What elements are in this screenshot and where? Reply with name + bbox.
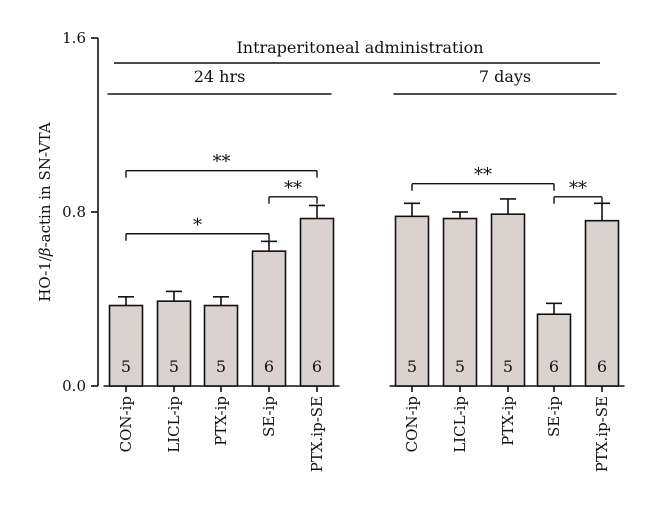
- x-tick-label: PTX-ip: [212, 396, 230, 446]
- bar-n-label: 5: [503, 357, 513, 376]
- bar: [536, 313, 572, 387]
- x-tick-label: LICL-ip: [165, 396, 183, 453]
- y-tick-label: 0.8: [62, 203, 86, 221]
- bar-n-label: 6: [549, 357, 559, 376]
- bar-n-label: 6: [264, 357, 274, 376]
- bar-n-label: 6: [312, 357, 322, 376]
- group-label: 7 days: [479, 67, 531, 86]
- bar-n-label: 5: [407, 357, 417, 376]
- x-tick-label: PTX-ip: [499, 396, 517, 446]
- bar-n-label: 5: [216, 357, 226, 376]
- sig-label: **: [474, 165, 492, 186]
- bar-n-label: 5: [169, 357, 179, 376]
- bar-n-label: 6: [597, 357, 607, 376]
- x-tick-label: CON-ip: [117, 396, 135, 452]
- x-tick-label: SE-ip: [545, 396, 563, 437]
- top-label: Intraperitoneal administration: [236, 38, 483, 57]
- bar-n-label: 5: [121, 357, 131, 376]
- x-tick-label: CON-ip: [403, 396, 421, 452]
- sig-label: *: [193, 215, 202, 236]
- bar: [299, 217, 335, 387]
- bar-n-label: 5: [455, 357, 465, 376]
- x-tick-label: LICL-ip: [451, 396, 469, 453]
- bar: [203, 304, 239, 387]
- x-tick-label: SE-ip: [260, 396, 278, 437]
- sig-label: **: [284, 178, 302, 199]
- sig-label: **: [569, 178, 587, 199]
- chart-marks: 0.0 0.8 1.6 Intraperitoneal administration 2…: [62, 29, 625, 472]
- y-tick-label: 0.0: [62, 377, 86, 395]
- x-tick-label: PTX.ip-SE: [593, 396, 611, 472]
- group-label: 24 hrs: [194, 67, 246, 86]
- bar: [442, 217, 478, 387]
- bar: [251, 250, 287, 387]
- y-axis-label: HO-1/β-actin in SN-VTA: [36, 122, 54, 302]
- y-tick-label: 1.6: [62, 29, 86, 47]
- sig-label: **: [213, 152, 231, 173]
- x-tick-label: PTX.ip-SE: [308, 396, 326, 472]
